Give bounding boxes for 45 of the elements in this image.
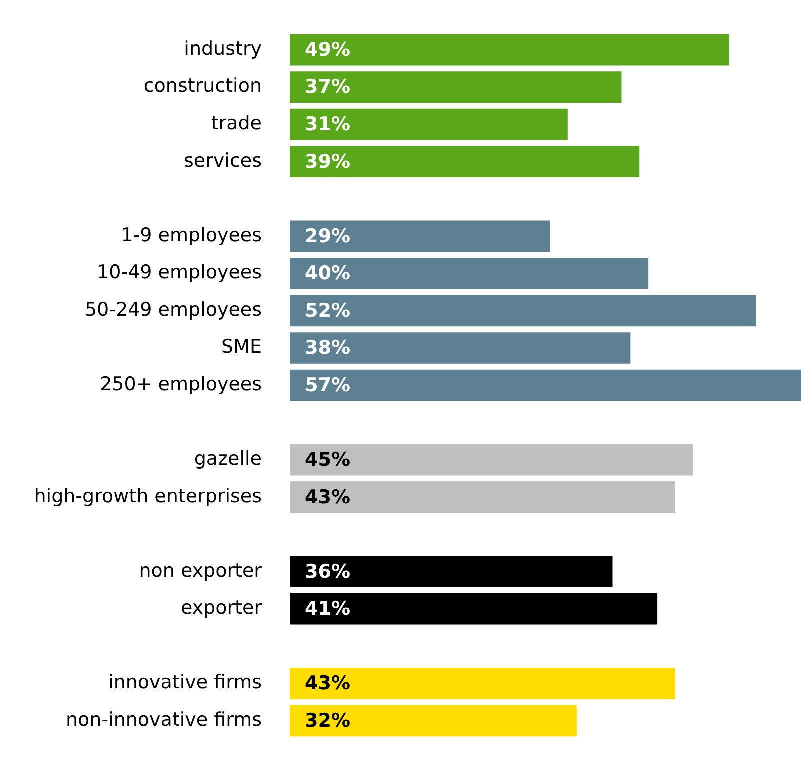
bar bbox=[290, 444, 694, 476]
bar bbox=[290, 220, 550, 252]
bar bbox=[290, 332, 631, 364]
y-tick-label: gazelle bbox=[194, 448, 262, 470]
y-tick-label: non exporter bbox=[139, 560, 262, 582]
bar bbox=[290, 108, 568, 140]
data-label: 52% bbox=[305, 300, 350, 322]
bar bbox=[290, 34, 730, 66]
y-tick-label: industry bbox=[184, 38, 262, 60]
y-tick-label: 250+ employees bbox=[100, 373, 262, 396]
bar bbox=[290, 295, 756, 327]
bar bbox=[290, 370, 801, 402]
data-label: 41% bbox=[305, 598, 350, 620]
data-label: 39% bbox=[305, 150, 350, 173]
y-tick-label: 1-9 employees bbox=[121, 224, 262, 246]
y-tick-label: 10-49 employees bbox=[97, 262, 262, 284]
data-label: 37% bbox=[305, 76, 350, 98]
bar bbox=[290, 258, 649, 290]
data-label: 45% bbox=[305, 448, 350, 471]
data-label: 29% bbox=[305, 225, 350, 248]
data-label: 43% bbox=[305, 672, 350, 695]
data-label: 32% bbox=[305, 710, 350, 732]
y-tick-label: 50-249 employees bbox=[84, 298, 262, 321]
y-tick-label: high-growth enterprises bbox=[34, 485, 262, 508]
bar bbox=[290, 72, 622, 103]
data-label: 57% bbox=[305, 374, 350, 396]
bar bbox=[290, 482, 676, 513]
bar bbox=[290, 146, 640, 178]
bar bbox=[290, 556, 613, 588]
data-label: 36% bbox=[305, 560, 350, 583]
data-label: 43% bbox=[305, 486, 350, 508]
data-label: 49% bbox=[305, 38, 350, 61]
bar bbox=[290, 705, 577, 737]
data-label: 40% bbox=[305, 262, 350, 285]
y-tick-label: exporter bbox=[180, 597, 262, 620]
y-tick-label: innovative firms bbox=[108, 672, 262, 694]
y-tick-label: construction bbox=[144, 75, 262, 98]
bar bbox=[290, 668, 676, 700]
bar bbox=[290, 593, 658, 625]
data-label: 31% bbox=[305, 114, 350, 136]
data-label: 38% bbox=[305, 337, 350, 360]
y-tick-label: trade bbox=[211, 112, 262, 135]
y-tick-label: SME bbox=[222, 336, 262, 358]
y-tick-label: non-innovative firms bbox=[66, 708, 262, 731]
y-tick-label: services bbox=[184, 150, 262, 172]
